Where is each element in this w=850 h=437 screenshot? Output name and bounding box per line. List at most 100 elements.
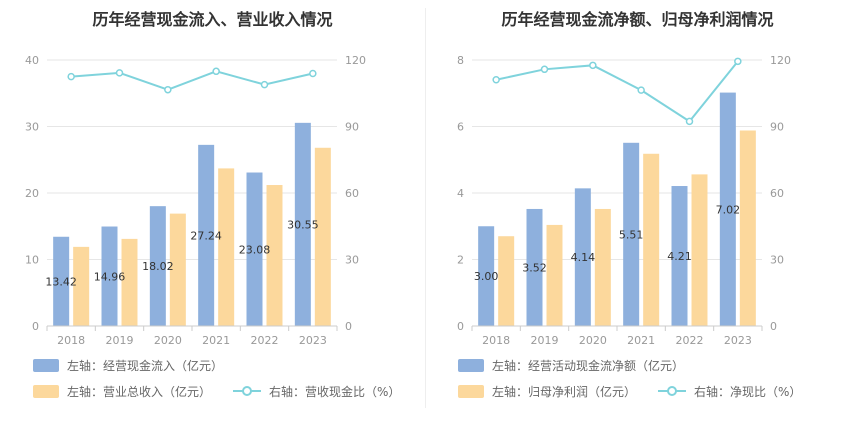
legend-label: 右轴：营收现金比（%） [269, 384, 401, 399]
y-tick-label-right: 90 [345, 121, 359, 134]
y-tick-label-left: 30 [25, 121, 39, 134]
legend-swatch-blue [458, 358, 484, 372]
legend-label: 左轴：经营现金流入（亿元） [67, 358, 224, 373]
chart-title: 历年经营现金流净额、归母净利润情况 [501, 10, 774, 29]
data-label: 18.02 [142, 260, 174, 273]
line-series [495, 60, 739, 123]
line-point [685, 117, 694, 126]
data-label: 27.24 [190, 229, 222, 242]
legend-line-circle-icon [658, 386, 687, 396]
chart-panel-net-cashflow: 历年经营现金流净额、归母净利润情况 0 2 4 6 8 0 30 60 90 120 2018 201… [425, 0, 850, 437]
line-point [309, 69, 317, 78]
legend-swatch-blue [33, 358, 59, 372]
bar [198, 144, 215, 326]
chart-title: 历年经营现金流入、营业收入情况 [92, 10, 333, 29]
panel-divider [425, 8, 426, 408]
legend-label: 右轴：净现比（%） [694, 384, 802, 399]
legend-swatch-yellow [458, 384, 484, 398]
bar [246, 172, 263, 326]
legend-item[interactable]: 左轴：营业总收入（亿元） [33, 383, 211, 400]
x-tick-label: 2019 [531, 334, 559, 347]
legend-item[interactable]: 左轴：经营活动现金流净额（亿元） [458, 357, 684, 374]
data-label: 23.08 [239, 243, 271, 256]
y-tick-label-left: 10 [25, 254, 39, 267]
bar [623, 142, 640, 326]
bar [101, 226, 118, 326]
x-tick-label: 2020 [579, 334, 607, 347]
line-point [115, 69, 124, 77]
bar [73, 246, 90, 326]
data-label: 5.51 [619, 228, 644, 241]
y-tick-label-right: 90 [770, 121, 784, 134]
bar [121, 238, 138, 326]
chart-panel-cashflow-inflow: 历年经营现金流入、营业收入情况 0 10 20 30 40 0 30 60 90 120 2018 2… [25, 10, 422, 404]
y-tick-label-right: 0 [345, 320, 352, 333]
bar [478, 226, 495, 326]
y-tick-label-left: 4 [457, 187, 464, 200]
bar [671, 186, 688, 326]
bar [266, 185, 283, 326]
x-tick-label: 2018 [57, 334, 85, 347]
x-tick-label: 2019 [106, 334, 134, 347]
line-point [637, 86, 645, 94]
chart-legend: 左轴：经营活动现金流净额（亿元） 左轴：归母净利润（亿元） 右轴：净现比（%） [458, 352, 823, 404]
chart-legend: 左轴：经营现金流入（亿元） 左轴：营业总收入（亿元） 右轴：营收现金比（%） [33, 352, 422, 404]
y-tick-label-right: 30 [345, 254, 359, 267]
x-tick-label: 2020 [154, 334, 182, 347]
bar [169, 213, 186, 326]
legend-label: 左轴：营业总收入（亿元） [67, 384, 212, 399]
data-label: 14.96 [94, 270, 126, 283]
bar [594, 208, 611, 326]
y-tick-label-left: 40 [25, 54, 39, 67]
x-tick-label: 2022 [251, 334, 279, 347]
y-tick-label-right: 30 [770, 254, 784, 267]
line-point [589, 61, 597, 70]
bar [719, 92, 736, 327]
chart-plot-area: 0 2 4 6 8 0 30 60 90 120 2018 2019 2020 2021 2022 2023 3… [457, 54, 791, 347]
x-tick-label: 2018 [482, 334, 510, 347]
line-point [260, 80, 269, 89]
bar [739, 130, 756, 326]
y-tick-label-right: 60 [345, 187, 359, 200]
legend-item[interactable]: 左轴：归母净利润（亿元） [458, 383, 636, 400]
legend-item[interactable]: 右轴：营收现金比（%） [233, 383, 400, 400]
y-tick-label-right: 120 [770, 54, 791, 67]
y-tick-label-right: 60 [770, 187, 784, 200]
y-tick-label-right: 0 [770, 320, 777, 333]
data-label: 3.52 [522, 261, 547, 274]
x-tick-label: 2021 [627, 334, 655, 347]
bar [546, 224, 563, 326]
x-tick-label: 2023 [299, 334, 327, 347]
x-tick-label: 2023 [724, 334, 752, 347]
y-tick-label-left: 0 [32, 320, 39, 333]
bar [526, 208, 543, 326]
y-tick-label-right: 120 [345, 54, 366, 67]
line-point [164, 85, 172, 94]
legend-swatch-yellow [33, 384, 59, 398]
bar [498, 236, 515, 326]
line-point [540, 65, 549, 74]
line-point [734, 57, 742, 66]
bar [691, 174, 708, 326]
line-point [67, 72, 75, 81]
legend-label: 左轴：经营活动现金流净额（亿元） [492, 358, 685, 373]
data-label: 4.14 [571, 251, 596, 264]
chart-plot-area: 0 10 20 30 40 0 30 60 90 120 2018 2019 2020 2021 2022 2… [25, 54, 366, 347]
legend-line-circle-icon [233, 386, 262, 396]
bar [218, 168, 235, 326]
legend-item[interactable]: 左轴：经营现金流入（亿元） [33, 357, 223, 374]
y-tick-label-left: 6 [457, 121, 464, 134]
line-point [492, 75, 500, 84]
legend-item[interactable]: 右轴：净现比（%） [658, 383, 801, 400]
data-label: 3.00 [474, 270, 499, 283]
y-tick-label-left: 2 [457, 254, 464, 267]
x-tick-label: 2021 [202, 334, 230, 347]
bar [643, 153, 660, 326]
data-label: 30.55 [287, 218, 319, 231]
legend-label: 左轴：归母净利润（亿元） [492, 384, 637, 399]
line-series [71, 70, 314, 91]
bar [294, 122, 311, 326]
data-label: 7.02 [716, 203, 741, 216]
data-label: 13.42 [45, 275, 77, 288]
x-tick-label: 2022 [676, 334, 704, 347]
